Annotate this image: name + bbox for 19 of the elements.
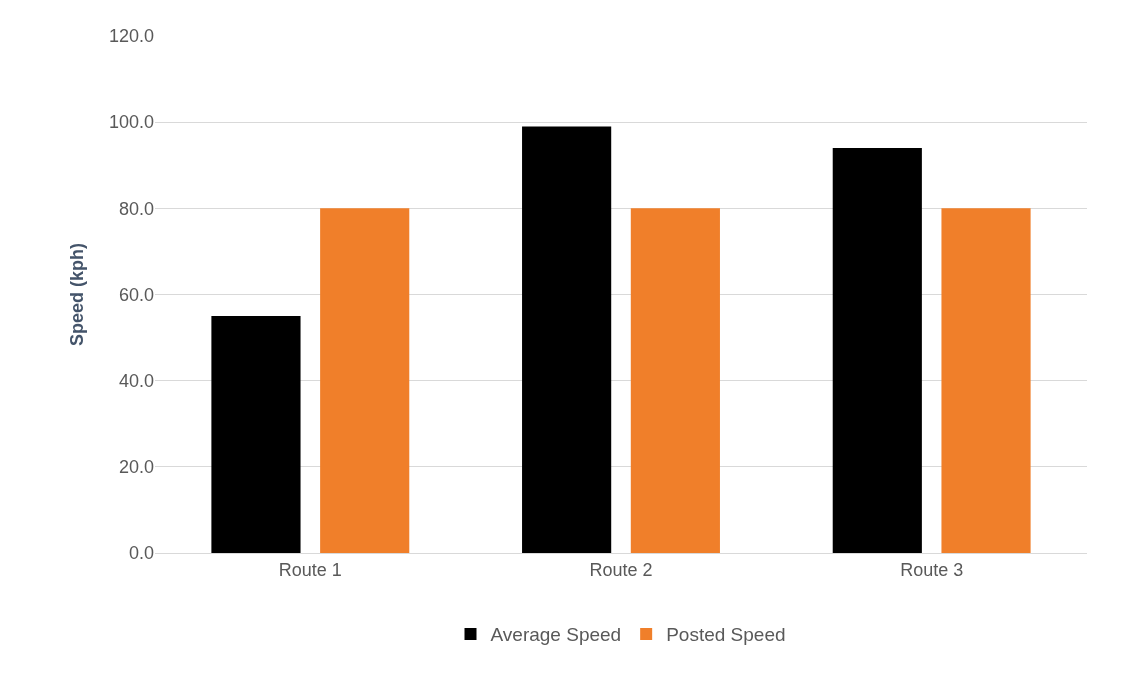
y-axis-title: Speed (kph) xyxy=(67,242,88,347)
bar xyxy=(941,208,1031,553)
bar xyxy=(211,316,301,553)
bar xyxy=(630,208,720,553)
y-tick-label: 120.0 xyxy=(108,26,154,47)
y-tick-label: 80.0 xyxy=(118,198,154,219)
legend-label: Posted Speed xyxy=(666,624,786,646)
legend-label: Average Speed xyxy=(490,624,622,646)
y-tick-label: 0.0 xyxy=(128,543,154,564)
x-tick-label: Route 2 xyxy=(589,559,653,580)
y-tick-label: 20.0 xyxy=(118,457,154,478)
x-tick-label: Route 1 xyxy=(278,559,342,580)
bar xyxy=(522,126,612,553)
bar xyxy=(320,208,410,553)
bar xyxy=(832,148,922,553)
y-tick-label: 60.0 xyxy=(118,284,154,305)
y-tick-label: 40.0 xyxy=(118,370,154,391)
x-tick-label: Route 3 xyxy=(900,559,964,580)
y-tick-label: 100.0 xyxy=(108,112,154,133)
